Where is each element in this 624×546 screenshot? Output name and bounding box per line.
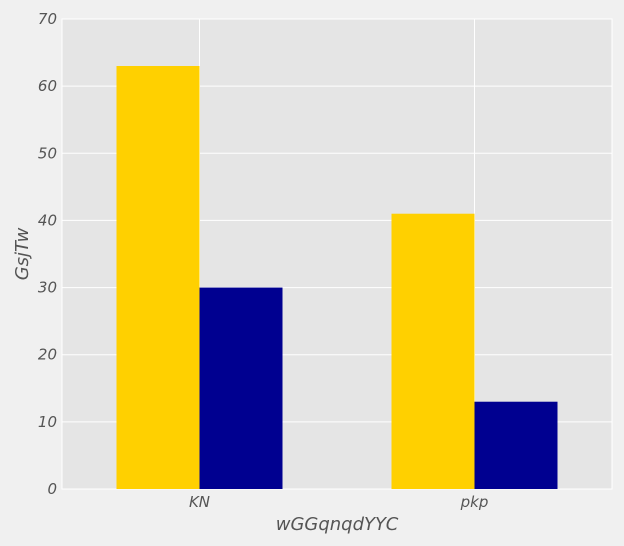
y-axis-label: GsjTw [12,227,33,280]
x-tick-label: KN [189,493,210,511]
y-tick-label: 50 [38,144,57,162]
x-tick-labels: KN pkp [189,493,488,511]
y-tick-label: 30 [38,279,57,297]
y-tick-label: 40 [38,211,57,229]
y-tick-label: 20 [38,346,57,364]
x-axis-label: wGGqnqdYYC [276,514,399,535]
bar-pkp-series-1 [391,213,475,489]
y-tick-label: 70 [38,10,57,28]
bar-KN-series-1 [116,66,200,489]
bar-KN-series-2 [199,287,283,489]
bar-pkp-series-2 [474,401,558,489]
y-tick-label: 10 [38,413,57,431]
x-tick-label: pkp [460,493,489,511]
y-tick-label: 60 [38,77,57,95]
bars [116,66,558,489]
y-tick-label: 0 [47,480,57,498]
y-tick-labels: 0 10 20 30 40 50 60 70 [38,10,57,498]
